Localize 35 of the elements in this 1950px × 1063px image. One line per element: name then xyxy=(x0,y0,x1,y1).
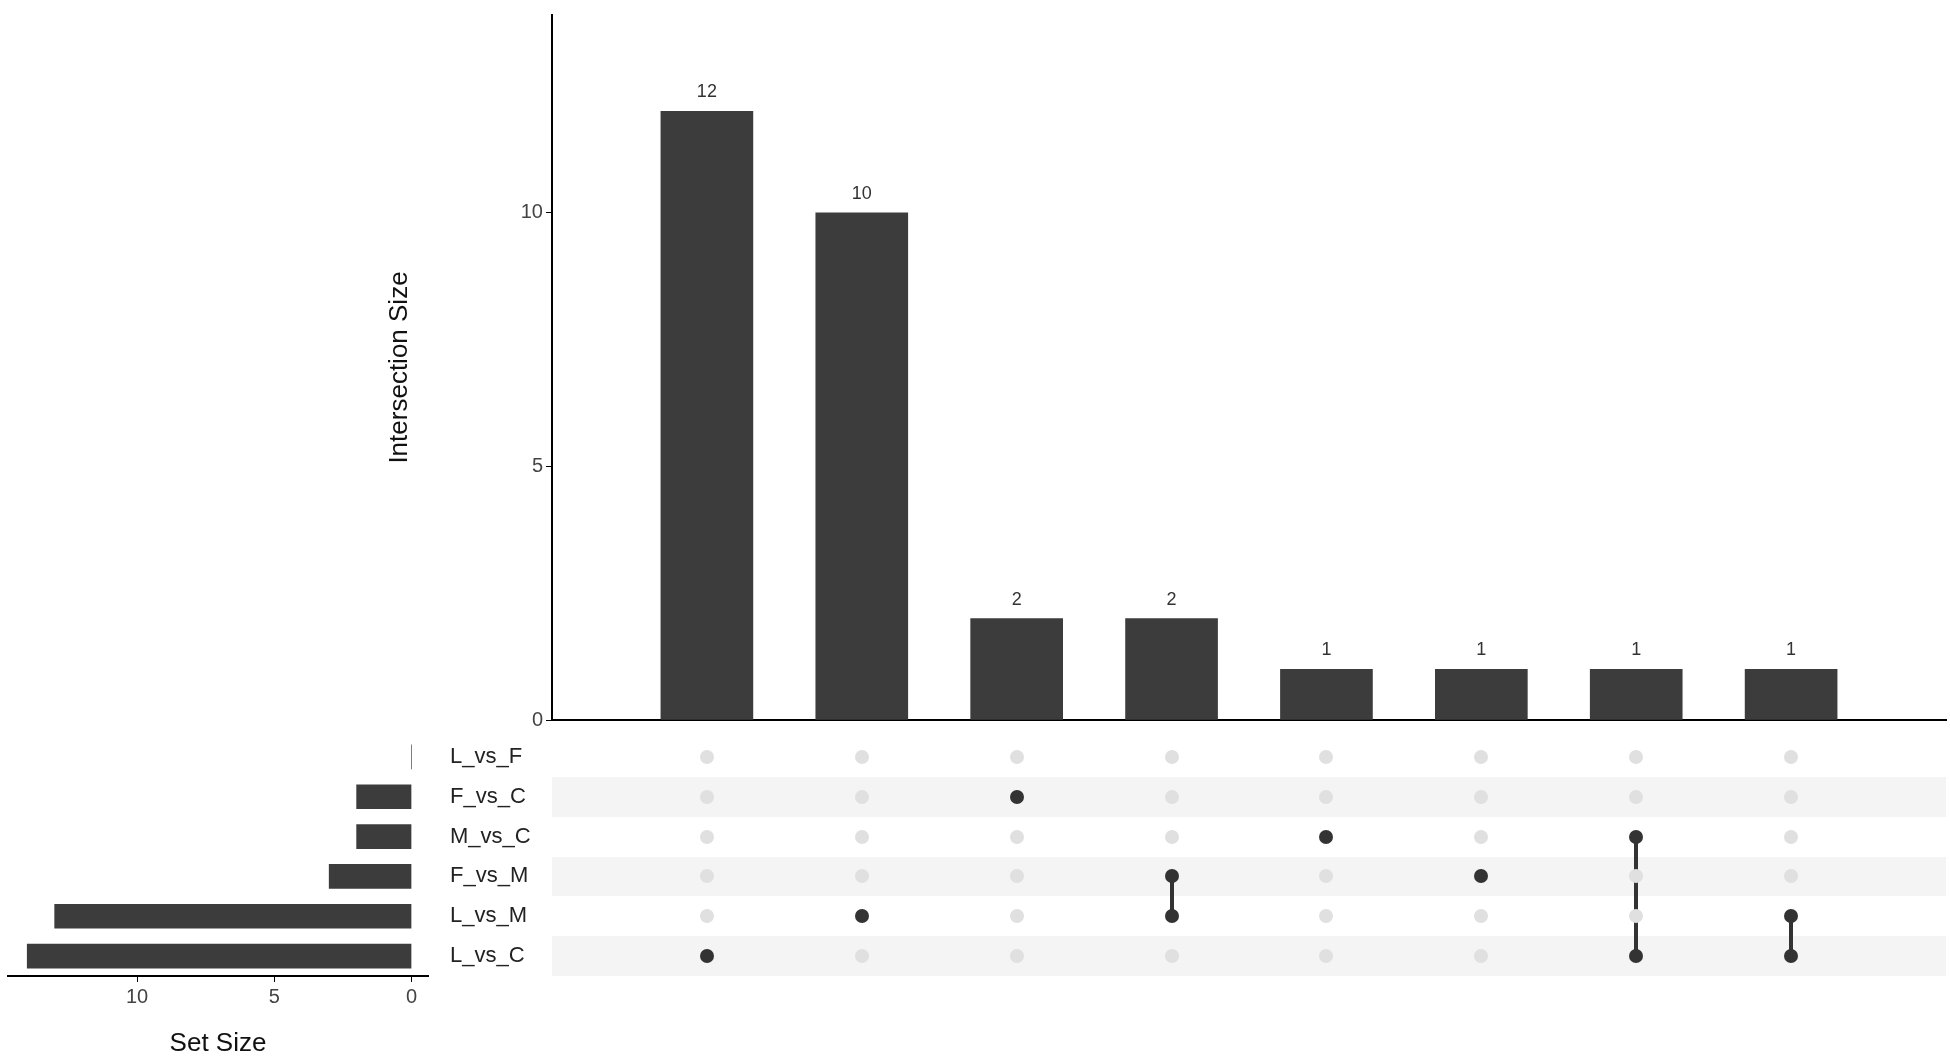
bar xyxy=(356,824,412,849)
x-tick-label: 10 xyxy=(125,984,149,1007)
bar xyxy=(1125,618,1218,720)
data-label: 2 xyxy=(1166,588,1177,609)
bar xyxy=(1744,668,1838,720)
bar xyxy=(328,864,412,889)
bar xyxy=(54,903,412,929)
y-tick-label: L_vs_C xyxy=(450,942,525,968)
y-tick-label: 5 xyxy=(531,453,543,476)
y-tick-label: F_vs_C xyxy=(450,782,526,808)
data-label: 1 xyxy=(1631,639,1642,660)
y-axis-title: Intersection Size xyxy=(382,271,413,464)
data-label: 1 xyxy=(1476,639,1487,660)
y-tick-label: 10 xyxy=(520,200,543,223)
y-tick-label: M_vs_C xyxy=(450,822,531,848)
data-label: 2 xyxy=(1011,588,1022,609)
x-tick-label: 5 xyxy=(268,984,280,1007)
bar xyxy=(1589,668,1683,720)
bar xyxy=(660,111,754,720)
bar xyxy=(815,212,909,720)
bar xyxy=(356,784,412,810)
x-axis-title: Set Size xyxy=(169,1026,267,1057)
y-tick-label: L_vs_F xyxy=(450,742,523,768)
data-label: 1 xyxy=(1321,639,1332,660)
bar xyxy=(970,618,1063,720)
bar xyxy=(1435,668,1528,720)
y-tick-label: 0 xyxy=(531,707,543,730)
data-label: 1 xyxy=(1786,639,1797,660)
bar xyxy=(26,943,412,969)
bar xyxy=(1280,668,1373,720)
y-tick-label: F_vs_M xyxy=(450,862,529,888)
x-tick-label: 0 xyxy=(405,984,418,1007)
data-label: 10 xyxy=(851,182,872,203)
data-label: 12 xyxy=(696,81,717,102)
y-tick-label: L_vs_M xyxy=(450,902,528,928)
